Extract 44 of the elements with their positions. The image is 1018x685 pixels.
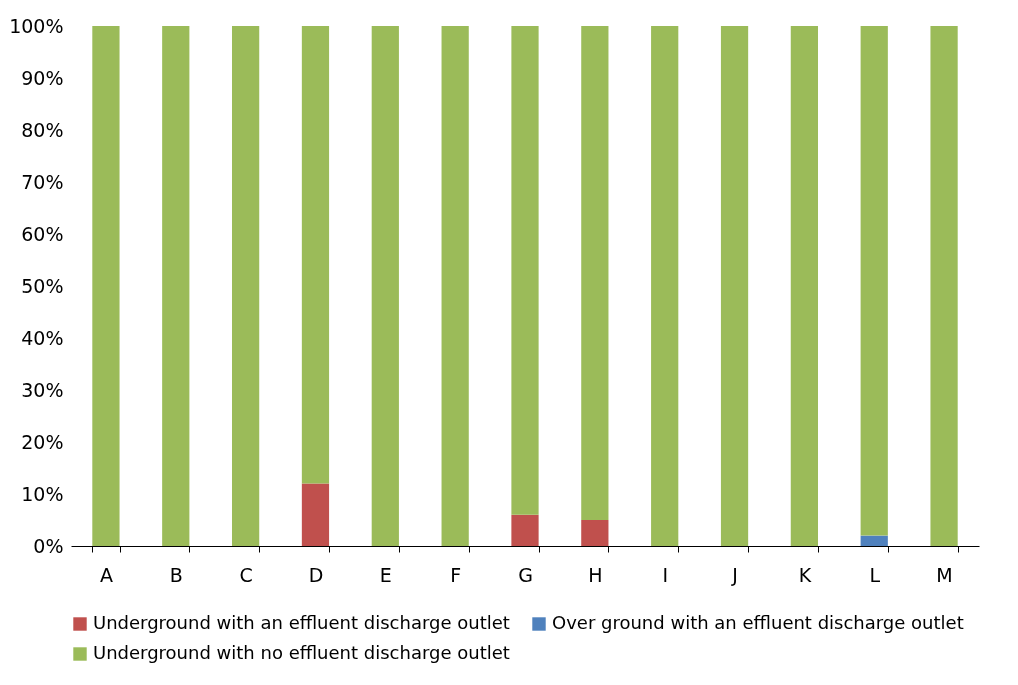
bar bbox=[581, 26, 609, 520]
bar bbox=[232, 26, 260, 546]
x-tick-label: A bbox=[99, 563, 113, 586]
legend-label: Underground with no effluent discharge outlet bbox=[93, 642, 510, 663]
bar bbox=[511, 514, 539, 546]
x-tick-label: M bbox=[936, 563, 953, 586]
bar bbox=[860, 26, 888, 536]
x-tick-label: G bbox=[518, 563, 533, 586]
y-tick-label: 70% bbox=[21, 170, 64, 193]
y-tick-label: 60% bbox=[21, 222, 64, 245]
x-tick-label: H bbox=[588, 563, 603, 586]
legend-label: Underground with an effluent discharge outlet bbox=[93, 612, 510, 633]
x-tick-label: E bbox=[379, 563, 392, 586]
x-tick-label: D bbox=[308, 563, 324, 586]
bar bbox=[651, 26, 679, 546]
bar bbox=[371, 26, 399, 546]
bar bbox=[860, 535, 888, 546]
x-tick-label: F bbox=[450, 563, 462, 586]
y-tick-label: 50% bbox=[21, 274, 64, 297]
y-tick-label: 30% bbox=[21, 378, 64, 401]
y-tick-label: 0% bbox=[33, 534, 64, 557]
bar bbox=[301, 483, 330, 546]
bar bbox=[720, 26, 749, 546]
y-tick-label: 90% bbox=[21, 66, 64, 89]
bar bbox=[92, 26, 120, 546]
x-tick-label: B bbox=[169, 563, 183, 586]
bar bbox=[930, 26, 958, 546]
y-tick-label: 100% bbox=[9, 14, 64, 37]
x-tick-label: I bbox=[662, 563, 668, 586]
bar bbox=[441, 26, 469, 546]
x-tick-label: J bbox=[731, 563, 738, 586]
y-tick-label: 20% bbox=[21, 430, 64, 453]
y-tick-label: 10% bbox=[21, 482, 64, 505]
x-tick-label: C bbox=[239, 563, 253, 586]
bar bbox=[162, 26, 190, 546]
y-tick-label: 40% bbox=[21, 326, 64, 349]
y-tick-label: 80% bbox=[21, 118, 64, 141]
bar bbox=[511, 26, 539, 515]
x-tick-label: L bbox=[869, 563, 881, 586]
bar bbox=[581, 520, 609, 546]
bar bbox=[301, 26, 330, 484]
bar bbox=[790, 26, 818, 546]
x-tick-label: K bbox=[798, 563, 812, 586]
legend-label: Over ground with an effluent discharge outlet bbox=[552, 612, 964, 633]
